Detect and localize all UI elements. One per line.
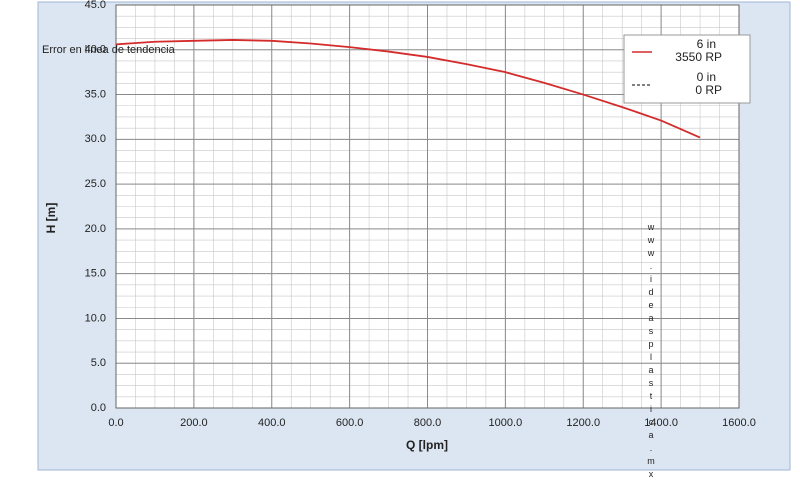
x-tick-label: 0.0 [108, 417, 123, 429]
y-axis-label: H [m] [44, 203, 58, 234]
x-tick-label: 800.0 [414, 417, 442, 429]
plot-border [115, 4, 740, 409]
y-tick-label: 35.0 [85, 88, 106, 100]
y-tick-label: 25.0 [85, 178, 106, 190]
series-line [115, 39, 701, 139]
legend-label: 0 RP [695, 83, 722, 97]
legend [623, 34, 751, 104]
legend-label: 0 in [697, 70, 716, 84]
legend-label: 6 in [697, 37, 716, 51]
x-tick-label: 200.0 [180, 417, 208, 429]
x-tick-label: 600.0 [336, 417, 364, 429]
watermark: www.ideasplastica.mx [646, 222, 656, 482]
y-tick-label: 15.0 [85, 268, 106, 280]
y-tick-label: 45.0 [85, 0, 106, 11]
x-axis-label: Q [lpm] [406, 438, 448, 452]
y-tick-label: 5.0 [91, 357, 106, 369]
y-tick-label: 40.0 [85, 44, 106, 56]
x-tick-label: 1000.0 [489, 417, 523, 429]
grid [115, 4, 740, 409]
legend-label: 3550 RP [675, 50, 722, 64]
y-tick-label: 20.0 [85, 223, 106, 235]
y-tick-label: 30.0 [85, 133, 106, 145]
marks [115, 39, 701, 139]
x-tick-label: 1600.0 [722, 417, 756, 429]
y-tick-label: 0.0 [91, 402, 106, 414]
x-tick-label: 400.0 [258, 417, 286, 429]
x-tick-label: 1200.0 [566, 417, 600, 429]
y-tick-label: 10.0 [85, 312, 106, 324]
annotation: Error en línea de tendencia [42, 44, 176, 56]
x-tick-label: 1400.0 [644, 417, 678, 429]
